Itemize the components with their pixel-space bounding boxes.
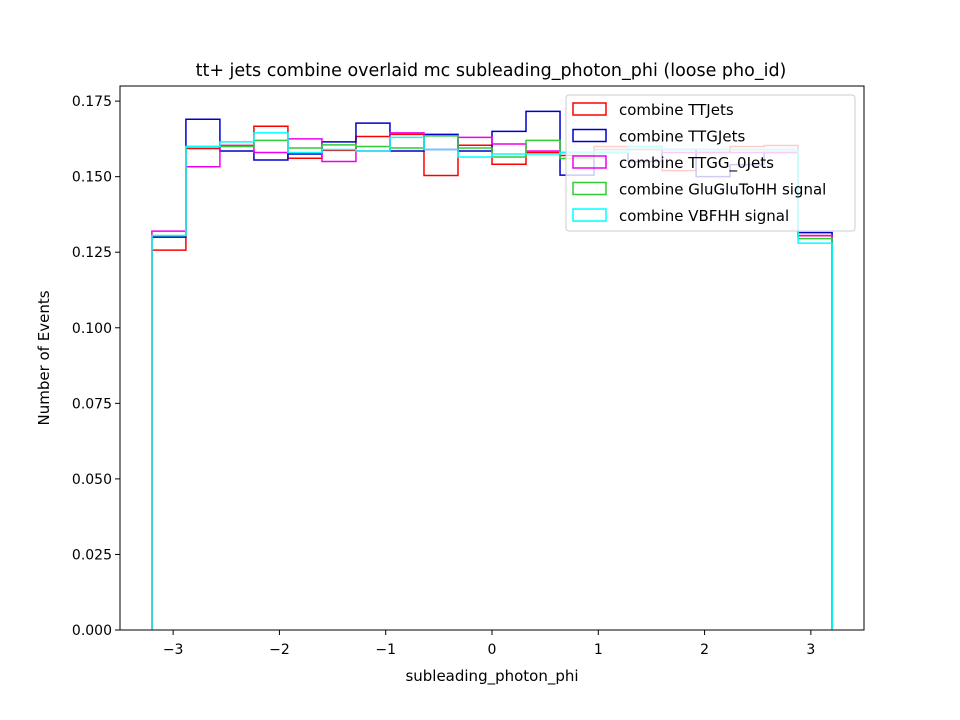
y-tick-label: 0.050 [72,472,112,488]
legend-box [565,94,856,232]
chart-title: tt+ jets combine overlaid mc subleading_… [196,61,787,81]
x-axis-label: subleading_photon_phi [405,667,578,686]
x-tick-label: 2 [700,642,709,658]
x-tick-label: 0 [488,642,497,658]
legend-label: combine GluGluToHH signal [619,181,826,199]
legend-swatch [572,155,607,169]
legend-label: combine VBFHH signal [619,207,789,225]
y-tick-label: 0.025 [72,547,112,563]
legend-swatch [572,102,607,116]
legend-label: combine TTGJets [619,128,745,146]
legend-swatch [572,181,607,196]
y-axis-label: Number of Events [35,290,53,425]
legend-entries: combine TTJets combine TTGJets combine TTG… [572,101,826,225]
legend-swatch [572,128,607,143]
x-tick-label: −2 [269,642,290,658]
x-tick-label: −3 [163,642,184,658]
y-tick-label: 0.125 [72,245,112,261]
x-tick-label: −1 [375,642,396,658]
y-tick-label: 0.075 [72,396,112,412]
x-axis-ticks: −3 −2 −1 0 1 2 3 [163,630,815,658]
legend: combine TTJets combine TTGJets combine TTG… [565,94,856,232]
y-tick-label: 0.100 [72,321,112,337]
x-tick-label: 3 [806,642,815,658]
x-tick-label: 1 [594,642,603,658]
legend-swatch [572,208,607,222]
y-tick-label: 0.150 [72,170,112,186]
y-tick-label: 0.000 [72,623,112,639]
legend-label: combine TTJets [619,101,734,119]
y-axis-ticks: 0.000 0.025 0.050 0.075 0.100 0.125 0.150 0.175 [72,94,120,639]
legend-label: combine TTGG_0Jets [619,154,774,173]
y-tick-label: 0.175 [72,94,112,110]
